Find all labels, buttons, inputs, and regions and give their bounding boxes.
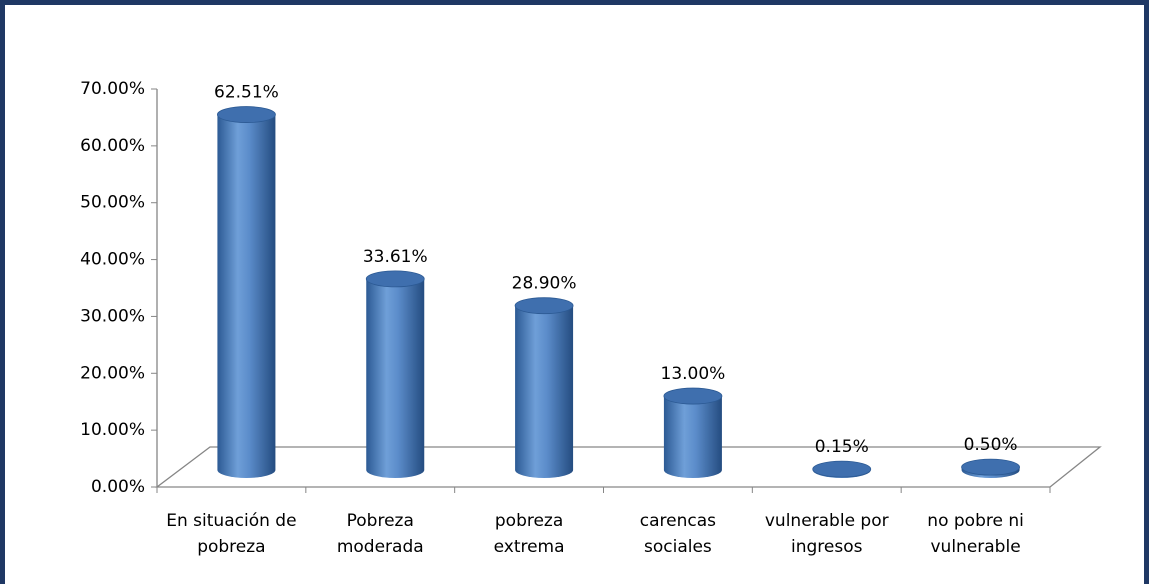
bar-top	[663, 387, 723, 405]
y-tick-label: 60.00%	[80, 136, 145, 156]
x-tick-label: vulnerable por ingresos	[764, 511, 889, 557]
bar-top	[961, 458, 1020, 476]
bar-top	[365, 270, 425, 288]
y-tick-label: 10.00%	[80, 420, 145, 440]
value-label: 28.90%	[512, 274, 577, 294]
y-tick-label: 50.00%	[80, 193, 145, 213]
y-tick-label: 40.00%	[80, 250, 145, 270]
bar	[366, 278, 425, 478]
y-tick-label: 70.00%	[80, 79, 145, 99]
x-tick-label: carencas sociales	[639, 511, 717, 557]
bar-top	[812, 460, 872, 478]
bar-top	[217, 106, 276, 123]
bar	[515, 305, 574, 478]
floor	[155, 446, 1102, 488]
x-tick-label: pobreza extrema	[493, 511, 565, 557]
bar	[217, 114, 276, 478]
bar-top	[514, 297, 574, 315]
x-tick-label: no pobre ni vulnerable	[927, 511, 1024, 557]
value-label: 62.51%	[214, 83, 279, 103]
value-label: 13.00%	[661, 364, 726, 384]
y-tick-label: 0.00%	[91, 477, 145, 497]
x-tick-label: En situación de pobreza	[166, 511, 297, 557]
y-tick-label: 30.00%	[80, 306, 145, 326]
value-label: 33.61%	[363, 247, 428, 267]
value-label: 0.15%	[815, 437, 869, 457]
value-label: 0.50%	[964, 435, 1018, 455]
y-tick-label: 20.00%	[80, 363, 145, 383]
bar	[663, 396, 722, 478]
x-tick-label: Pobreza moderada	[336, 511, 424, 557]
